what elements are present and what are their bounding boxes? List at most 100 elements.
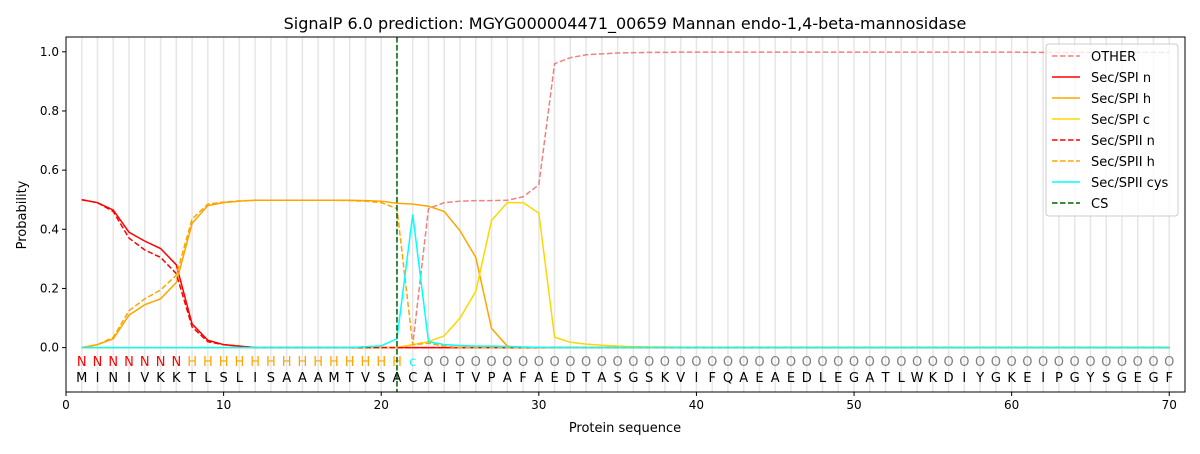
residue-letter: A	[597, 371, 606, 386]
residue-letter: G	[991, 371, 1001, 386]
x-tick-label: 40	[689, 398, 704, 412]
region-label: O	[613, 355, 623, 370]
residue-letter: A	[503, 371, 512, 386]
residue-letter: A	[771, 371, 780, 386]
series-line-sec-spii-h	[81, 199, 1170, 349]
region-label: O	[912, 355, 922, 370]
residue-letter: G	[628, 371, 638, 386]
plot-frame	[65, 36, 1186, 393]
residue-letter: I	[962, 371, 966, 386]
chart-title: SignalP 6.0 prediction: MGYG000004471_00…	[284, 14, 967, 34]
residue-letter: K	[172, 371, 181, 386]
region-label: O	[1038, 355, 1048, 370]
residue-letter: V	[361, 371, 370, 386]
residue-letter: K	[661, 371, 670, 386]
region-label: O	[691, 355, 701, 370]
residue-letter: P	[488, 371, 496, 386]
region-label: O	[817, 355, 827, 370]
legend-label: CS	[1091, 197, 1108, 212]
residue-letter: S	[267, 371, 275, 386]
residue-letter: G	[1148, 371, 1158, 386]
region-label: O	[896, 355, 906, 370]
region-label: O	[1054, 355, 1064, 370]
x-tick-label: 0	[62, 398, 70, 412]
x-tick-label: 50	[846, 398, 861, 412]
residue-letter: W	[911, 371, 924, 386]
residue-letter: E	[755, 371, 763, 386]
region-label: O	[991, 355, 1001, 370]
residue-letter: M	[76, 371, 87, 386]
region-label: c	[409, 355, 416, 370]
region-label: O	[739, 355, 749, 370]
series-line-sec-spi-n	[81, 198, 1170, 349]
residue-letter: T	[345, 371, 354, 386]
region-label: H	[392, 355, 402, 370]
residue-letter: T	[455, 371, 464, 386]
region-label: H	[250, 355, 260, 370]
region-label: H	[361, 355, 371, 370]
residue-letter: A	[424, 371, 433, 386]
region-label: O	[975, 355, 985, 370]
region-label: N	[124, 355, 134, 370]
region-label: N	[77, 355, 87, 370]
residue-letter: A	[739, 371, 748, 386]
x-tick-label: 10	[216, 398, 231, 412]
residue-letter: A	[314, 371, 323, 386]
region-label: O	[423, 355, 433, 370]
residue-letter: E	[834, 371, 842, 386]
series-line-other	[81, 51, 1170, 349]
region-label: O	[471, 355, 481, 370]
region-label: O	[1148, 355, 1158, 370]
residue-letter: S	[1102, 371, 1110, 386]
residue-letter: V	[140, 371, 149, 386]
residue-letter: I	[96, 371, 100, 386]
x-tick-label: 60	[1004, 398, 1019, 412]
residue-letter: D	[944, 371, 954, 386]
residue-letter: C	[408, 371, 417, 386]
region-label: O	[502, 355, 512, 370]
series-line-sec-spi-h	[81, 199, 1170, 349]
residue-letter: S	[377, 371, 385, 386]
residue-letter: T	[187, 371, 196, 386]
residue-letter: P	[1055, 371, 1063, 386]
residue-letter: E	[1023, 371, 1031, 386]
residue-letter: G	[849, 371, 859, 386]
residue-letter: L	[236, 371, 244, 386]
region-label: O	[833, 355, 843, 370]
region-label: H	[187, 355, 197, 370]
series-line-sec-spi-c	[81, 201, 1170, 349]
region-label: O	[628, 355, 638, 370]
residue-letter: F	[708, 371, 715, 386]
region-label: O	[1022, 355, 1032, 370]
y-tick-label: 0.4	[40, 222, 59, 236]
legend: OTHER Sec/SPI n Sec/SPI h Sec/SPI c Sec/SPII…	[1045, 43, 1179, 217]
region-label: O	[518, 355, 528, 370]
region-label: O	[565, 355, 575, 370]
region-label: O	[723, 355, 733, 370]
region-label: O	[549, 355, 559, 370]
y-tick-label: 0.6	[40, 163, 59, 177]
y-tick-label: 0.8	[40, 104, 59, 118]
legend-label: Sec/SPI c	[1091, 113, 1150, 128]
region-label: O	[534, 355, 544, 370]
residue-letter: I	[253, 371, 257, 386]
legend-box	[1045, 43, 1179, 217]
residue-letter: T	[881, 371, 890, 386]
region-label: H	[298, 355, 308, 370]
residue-letter: Y	[975, 371, 984, 386]
region-label: O	[849, 355, 859, 370]
region-label: O	[581, 355, 591, 370]
residue-letter: V	[676, 371, 685, 386]
y-tick-label: 0.0	[40, 341, 59, 355]
legend-label: Sec/SPI n	[1091, 71, 1151, 86]
y-axis-label: Probability	[15, 180, 30, 249]
region-label: N	[171, 355, 181, 370]
residue-letter: A	[865, 371, 874, 386]
x-axis-label: Protein sequence	[569, 421, 681, 436]
residue-letter: K	[929, 371, 938, 386]
residue-letter: A	[298, 371, 307, 386]
region-label: O	[1117, 355, 1127, 370]
legend-label: Sec/SPII cys	[1091, 176, 1169, 191]
x-tick-label: 70	[1162, 398, 1177, 412]
